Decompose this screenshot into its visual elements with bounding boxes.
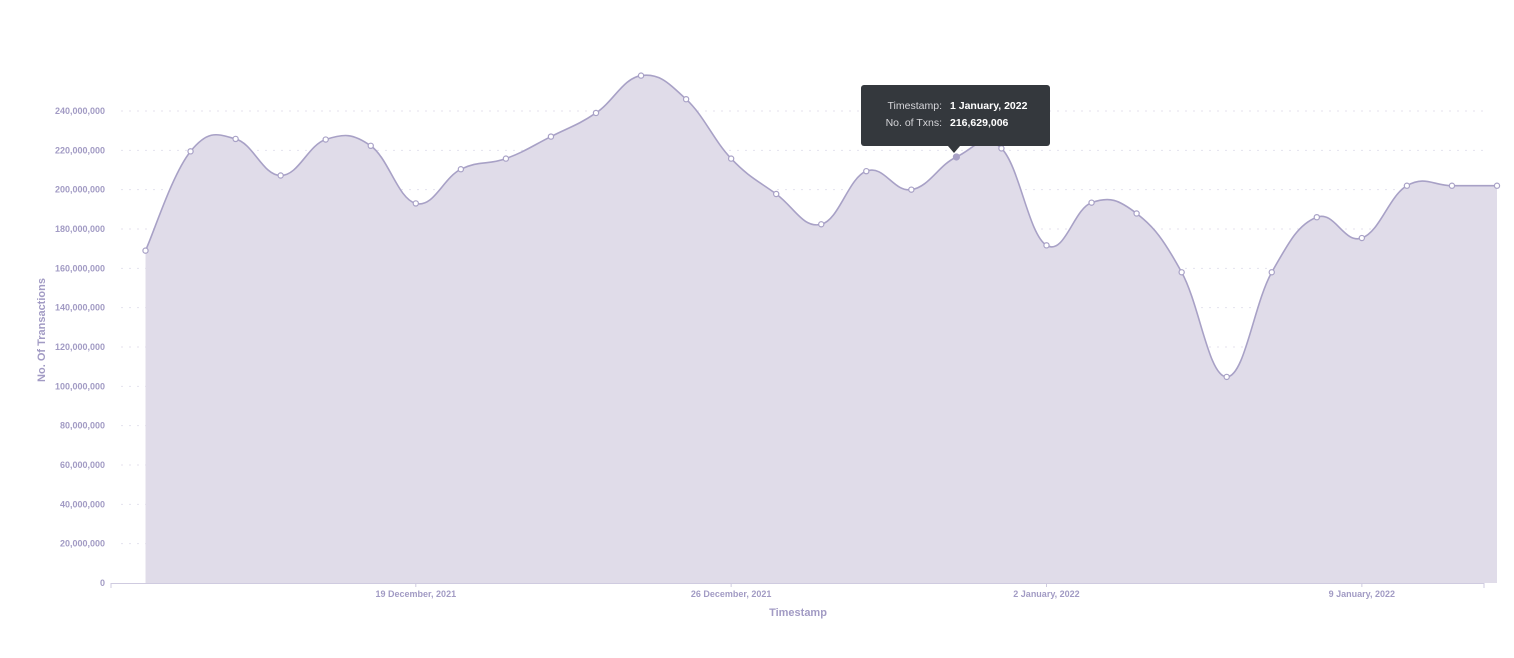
tooltip-pointer — [948, 146, 960, 153]
data-point[interactable] — [592, 109, 600, 117]
data-point[interactable] — [1403, 182, 1411, 189]
data-point[interactable] — [187, 148, 194, 155]
tooltip-txns-value: 216,629,006 — [950, 117, 1009, 129]
tooltip-timestamp-row: Timestamp: 1 January, 2022 — [861, 100, 1050, 114]
y-tick-label: 180,000,000 — [55, 224, 105, 234]
tooltip-txns-label: No. of Txns: — [885, 117, 942, 129]
x-tick-label: 19 December, 2021 — [376, 589, 457, 599]
data-point[interactable] — [1133, 210, 1140, 217]
y-tick-label: 80,000,000 — [60, 421, 105, 431]
data-point[interactable] — [1358, 234, 1366, 242]
data-point[interactable] — [142, 247, 149, 254]
y-tick-label: 240,000,000 — [55, 106, 105, 116]
data-point[interactable] — [773, 190, 780, 198]
y-tick-label: 220,000,000 — [55, 145, 105, 155]
series-area-fill — [145, 75, 1497, 584]
y-tick-label: 120,000,000 — [55, 342, 105, 352]
data-point[interactable] — [1043, 242, 1050, 249]
y-axis-title: No. Of Transactions — [36, 278, 48, 382]
x-tick-label: 9 January, 2022 — [1329, 589, 1395, 599]
data-point[interactable] — [1088, 199, 1095, 206]
data-point[interactable] — [1448, 182, 1456, 189]
tooltip-txns-row: No. of Txns: 216,629,006 — [861, 117, 1050, 131]
data-point[interactable] — [818, 221, 825, 228]
data-point[interactable] — [367, 142, 374, 150]
data-point[interactable] — [682, 95, 690, 103]
y-tick-label: 200,000,000 — [55, 185, 105, 195]
data-point[interactable] — [232, 135, 239, 143]
data-point[interactable] — [1268, 269, 1275, 276]
y-tick-label: 20,000,000 — [60, 539, 105, 549]
data-point[interactable] — [1493, 182, 1501, 189]
data-point[interactable] — [457, 166, 465, 173]
data-tooltip: Timestamp: 1 January, 2022 No. of Txns: … — [861, 85, 1050, 146]
x-tick-label: 26 December, 2021 — [691, 589, 772, 599]
data-point[interactable] — [908, 186, 915, 193]
y-tick-label: 100,000,000 — [55, 381, 105, 391]
y-tick-label: 160,000,000 — [55, 263, 105, 273]
data-point[interactable] — [727, 155, 735, 162]
y-tick-label: 40,000,000 — [60, 499, 105, 509]
data-point[interactable] — [322, 136, 329, 143]
y-tick-label: 140,000,000 — [55, 303, 105, 313]
data-point[interactable] — [502, 155, 510, 162]
data-point[interactable] — [412, 200, 419, 207]
data-points[interactable] — [142, 72, 1501, 381]
data-point[interactable] — [547, 133, 555, 140]
y-axis-ticks: 0 20,000,000 40,000,000 60,000,000 80,000,00… — [55, 106, 105, 588]
y-tick-label: 0 — [100, 578, 105, 588]
x-axis-title: Timestamp — [769, 607, 827, 619]
data-point[interactable] — [998, 145, 1005, 152]
x-axis-ticks: 19 December, 2021 26 December, 2021 2 Janu… — [110, 583, 1485, 599]
tooltip-timestamp-label: Timestamp: — [887, 100, 942, 112]
data-point[interactable] — [637, 72, 645, 79]
y-tick-label: 60,000,000 — [60, 460, 105, 470]
data-point-active[interactable] — [952, 153, 961, 161]
data-point[interactable] — [277, 172, 284, 179]
x-tick-label: 2 January, 2022 — [1013, 589, 1079, 599]
data-point[interactable] — [863, 167, 870, 175]
data-point[interactable] — [1313, 213, 1321, 221]
tooltip-timestamp-value: 1 January, 2022 — [950, 100, 1028, 112]
data-point[interactable] — [1178, 269, 1185, 276]
data-point[interactable] — [1223, 373, 1230, 381]
